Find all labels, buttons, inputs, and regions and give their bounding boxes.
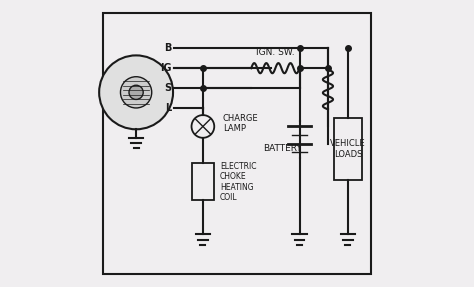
Circle shape	[99, 55, 173, 129]
Text: BATTERY: BATTERY	[263, 144, 302, 152]
Text: IGN. SW.: IGN. SW.	[256, 48, 295, 57]
Text: ELECTRIC
CHOKE
HEATING
COIL: ELECTRIC CHOKE HEATING COIL	[220, 162, 256, 202]
Text: S: S	[164, 83, 172, 93]
Text: L: L	[165, 103, 172, 113]
Circle shape	[120, 77, 152, 108]
Text: CHARGE
LAMP: CHARGE LAMP	[223, 114, 258, 133]
Text: IG: IG	[160, 63, 172, 73]
Circle shape	[129, 85, 143, 100]
Text: VEHICLE
LOADS: VEHICLE LOADS	[330, 139, 365, 159]
Bar	[191, 163, 214, 200]
Bar	[334, 118, 362, 181]
Text: B: B	[164, 43, 172, 53]
